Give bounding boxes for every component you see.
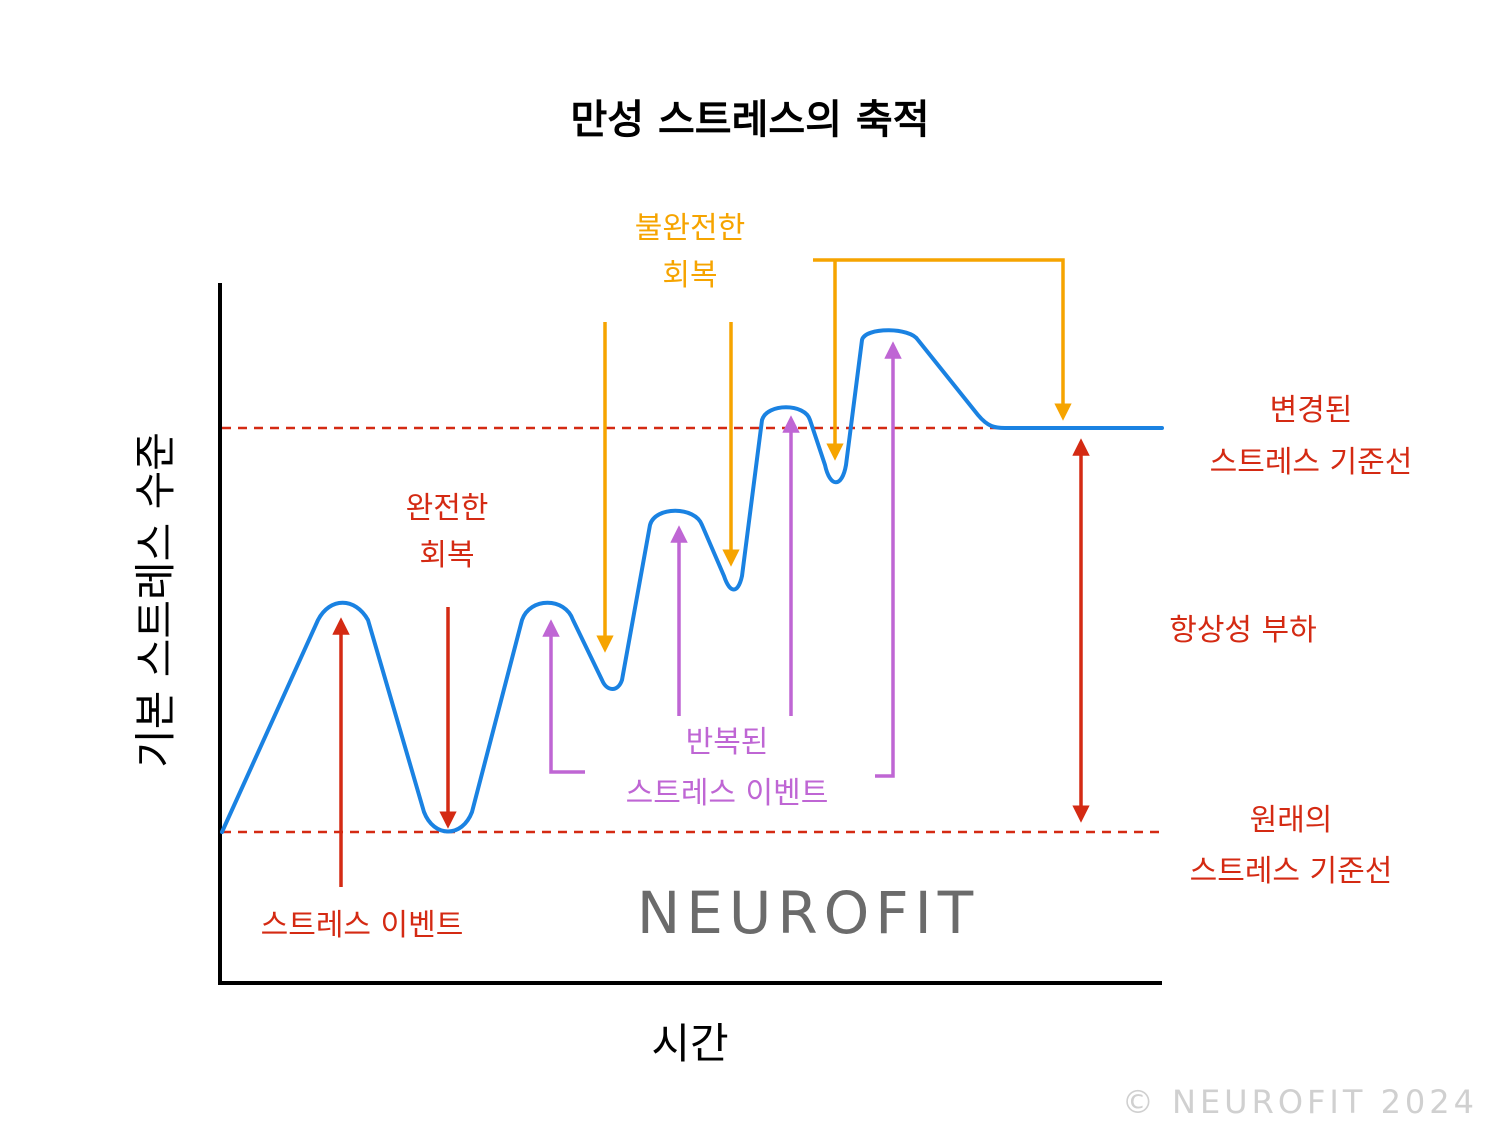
stress-event-label: 스트레스 이벤트 [261,908,464,943]
full-recovery-label-2: 회복 [419,538,474,573]
x-axis-label: 시간 [651,1019,728,1068]
original-baseline-label-1: 원래의 [1250,803,1333,838]
incomplete-recovery-label-2: 회복 [662,258,717,293]
copyright-text: © NEUROFIT 2024 [1122,1083,1478,1121]
repeated-events-label-1: 반복된 [686,725,769,760]
repeated-event-arrow-4 [875,341,902,778]
original-baseline-label-2: 스트레스 기준선 [1190,854,1393,889]
allostatic-load-label: 항상성 부하 [1169,613,1317,648]
y-axis-label: 기본 스트레스 수준 [131,432,180,768]
diagram-title: 만성 스트레스의 축적 [570,97,929,143]
stress-level-curve [220,328,1164,834]
incomplete-recovery-label-1: 불완전한 [635,211,745,246]
changed-baseline-label-1: 변경된 [1270,393,1353,428]
incomplete-recovery-bracket-arrow-a [813,258,1072,421]
repeated-event-arrow-1 [542,619,585,774]
brand-watermark: NEUROFIT [637,879,979,947]
repeated-events-label-2: 스트레스 이벤트 [626,776,829,811]
changed-baseline-label-2: 스트레스 기준선 [1210,445,1413,480]
full-recovery-label-1: 완전한 [406,491,489,526]
